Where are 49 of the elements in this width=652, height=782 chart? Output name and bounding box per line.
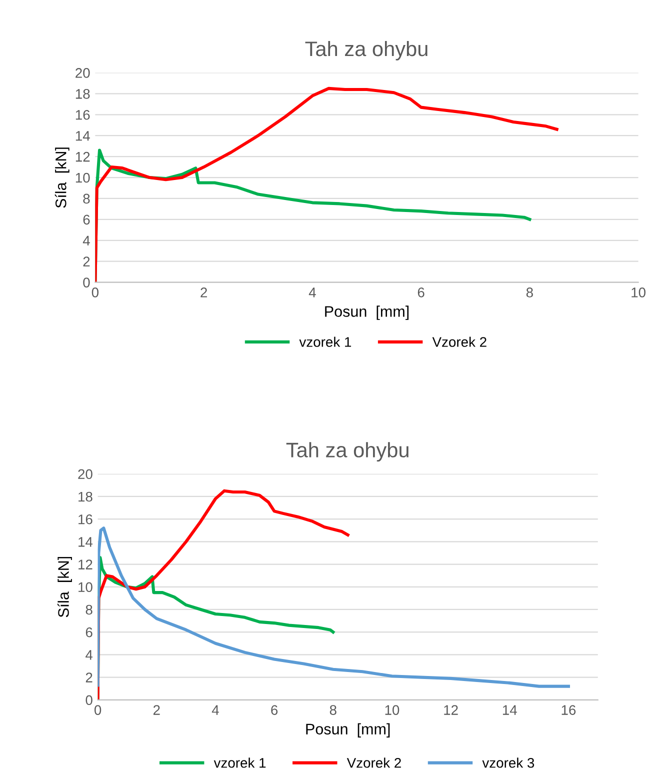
y-tick-label: 8 bbox=[86, 604, 92, 615]
line-series bbox=[95, 86, 558, 282]
chart-title: Tah za ohybu bbox=[305, 40, 428, 60]
legend-label: vzorek 1 bbox=[299, 336, 352, 347]
x-tick-label: 6 bbox=[418, 288, 424, 298]
x-tick-label: 6 bbox=[271, 705, 278, 715]
y-tick-label: 18 bbox=[78, 492, 92, 502]
y-tick-label: 18 bbox=[76, 89, 90, 99]
x-tick-label: 2 bbox=[200, 288, 207, 298]
x-tick-label: 14 bbox=[502, 705, 517, 715]
y-axis-title: Síla [kN] bbox=[54, 148, 70, 208]
y-tick-label: 14 bbox=[78, 537, 93, 547]
y-tick-label: 0 bbox=[86, 695, 92, 706]
legend-label: vzorek 3 bbox=[482, 758, 534, 768]
y-tick-label: 4 bbox=[86, 650, 93, 660]
y-tick-label: 6 bbox=[83, 214, 90, 225]
x-tick-label: 10 bbox=[385, 705, 400, 715]
x-tick-label: 8 bbox=[526, 288, 533, 298]
y-tick-label: 16 bbox=[76, 110, 90, 120]
x-tick-label: 16 bbox=[562, 705, 576, 715]
x-tick-label: 2 bbox=[153, 705, 160, 715]
legend-label: vzorek 1 bbox=[214, 758, 266, 768]
legend-label: Vzorek 2 bbox=[432, 336, 486, 347]
y-tick-label: 10 bbox=[78, 582, 92, 592]
x-tick-label: 4 bbox=[308, 288, 316, 298]
y-tick-label: 0 bbox=[83, 278, 90, 288]
x-axis-title: Posun [mm] bbox=[325, 306, 409, 320]
x-tick-label: 4 bbox=[212, 705, 219, 715]
chart-title: Tah za ohybu bbox=[286, 442, 408, 462]
y-tick-label: 12 bbox=[76, 152, 90, 162]
y-tick-label: 16 bbox=[78, 514, 92, 524]
x-tick-label: 12 bbox=[444, 705, 458, 715]
x-tick-label: 8 bbox=[330, 705, 336, 715]
y-tick-label: 20 bbox=[76, 68, 90, 78]
legend-label: Vzorek 2 bbox=[346, 758, 401, 768]
y-tick-label: 20 bbox=[78, 469, 92, 480]
y-axis-title: Síla [kN] bbox=[58, 556, 72, 618]
y-tick-label: 14 bbox=[76, 131, 90, 141]
y-tick-label: 12 bbox=[78, 560, 92, 570]
y-tick-label: 2 bbox=[86, 672, 92, 682]
y-tick-label: 2 bbox=[83, 256, 90, 266]
y-tick-label: 10 bbox=[76, 172, 90, 183]
x-axis-title: Posun [mm] bbox=[306, 723, 390, 738]
y-tick-label: 4 bbox=[82, 236, 90, 246]
line-series bbox=[98, 526, 570, 688]
y-tick-label: 6 bbox=[86, 627, 92, 638]
y-tick-label: 8 bbox=[83, 194, 90, 204]
x-tick-label: 0 bbox=[94, 705, 102, 715]
x-tick-label: 10 bbox=[632, 288, 646, 298]
